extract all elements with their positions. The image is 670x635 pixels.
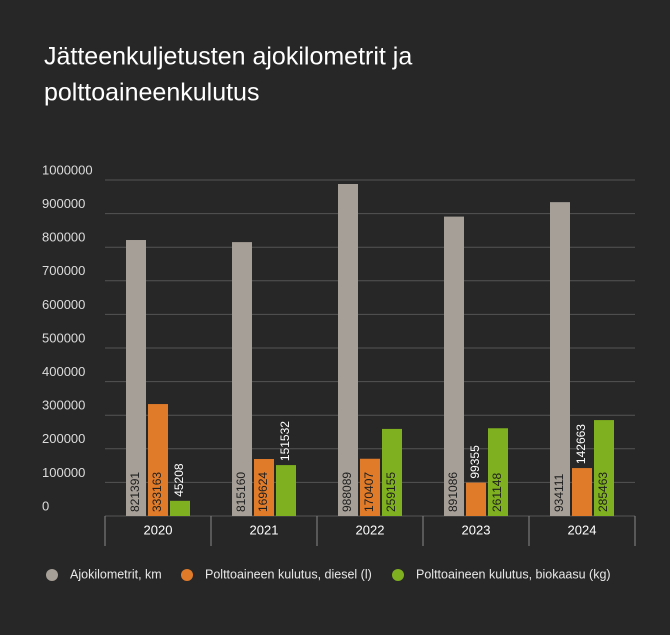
value-label: 988089 xyxy=(340,472,354,512)
value-label: 934111 xyxy=(552,473,566,512)
x-tick-label: 2020 xyxy=(144,522,173,537)
bar xyxy=(444,216,464,517)
y-tick-label: 100000 xyxy=(42,465,85,480)
bar xyxy=(466,482,486,516)
legend-marker xyxy=(46,569,58,581)
value-label: 151532 xyxy=(278,421,292,461)
value-label: 170407 xyxy=(362,472,376,512)
chart-subtitle: polttoaineenkulutus xyxy=(44,79,259,107)
bar xyxy=(148,404,168,516)
value-label: 821391 xyxy=(128,472,142,512)
x-tick-label: 2023 xyxy=(462,522,491,537)
bar xyxy=(254,459,274,516)
value-label: 45208 xyxy=(172,463,186,497)
y-tick-label: 600000 xyxy=(42,297,85,312)
y-tick-label: 200000 xyxy=(42,431,85,446)
y-tick-label: 800000 xyxy=(42,230,85,245)
x-tick-label: 2024 xyxy=(568,522,597,537)
y-tick-label: 0 xyxy=(42,498,49,513)
bar xyxy=(572,468,592,516)
y-tick-label: 700000 xyxy=(42,263,85,278)
bar xyxy=(594,420,614,516)
legend-label: Polttoaineen kulutus, diesel (l) xyxy=(205,567,372,581)
value-label: 99355 xyxy=(468,445,482,479)
bar xyxy=(360,458,380,516)
bar xyxy=(488,428,508,516)
value-label: 169624 xyxy=(256,472,270,512)
x-tick-label: 2021 xyxy=(250,522,279,537)
value-label: 285463 xyxy=(596,472,610,512)
value-label: 333163 xyxy=(150,472,164,512)
bar xyxy=(170,500,190,516)
y-tick-label: 300000 xyxy=(42,398,85,413)
value-label: 142663 xyxy=(574,424,588,464)
y-tick-label: 500000 xyxy=(42,330,85,345)
value-label: 261148 xyxy=(490,473,504,512)
value-label: 815160 xyxy=(234,472,248,512)
x-tick-label: 2022 xyxy=(356,522,385,537)
y-tick-label: 400000 xyxy=(42,364,85,379)
bar xyxy=(126,240,146,516)
chart-title: Jätteenkuljetusten ajokilometrit ja xyxy=(44,43,412,71)
value-label: 259155 xyxy=(384,472,398,512)
bar xyxy=(276,465,296,516)
y-tick-label: 1000000 xyxy=(42,162,93,177)
bar xyxy=(382,428,402,516)
legend-marker xyxy=(181,569,193,581)
bar xyxy=(232,242,252,516)
y-tick-label: 900000 xyxy=(42,196,85,211)
value-label: 891086 xyxy=(446,472,460,512)
bar xyxy=(550,202,570,516)
legend-label: Ajokilometrit, km xyxy=(70,567,162,581)
legend-marker xyxy=(392,569,404,581)
bar xyxy=(338,184,358,517)
legend-label: Polttoaineen kulutus, biokaasu (kg) xyxy=(416,567,611,581)
